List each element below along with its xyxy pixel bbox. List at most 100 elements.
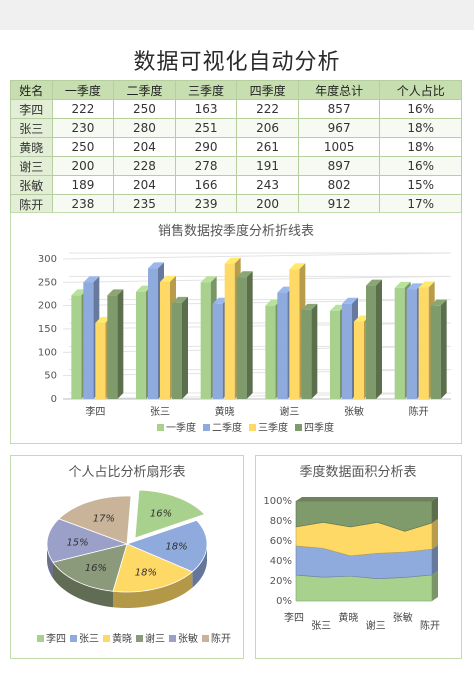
area-band bbox=[295, 574, 433, 602]
table-row: 陈开 238 235 239 200 912 17% bbox=[10, 194, 462, 214]
pie-slice bbox=[58, 495, 132, 545]
pie-slice-side bbox=[53, 562, 114, 608]
pie-slice-side bbox=[47, 544, 54, 579]
legend-swatch bbox=[203, 424, 210, 431]
table-row: 张敏 189 204 166 243 802 15% bbox=[10, 175, 462, 195]
bar-top bbox=[200, 276, 217, 283]
legend-label: 谢三 bbox=[145, 632, 165, 645]
x-tick-label: 张敏 bbox=[393, 611, 413, 624]
bar bbox=[107, 295, 118, 399]
bar bbox=[172, 302, 182, 399]
bar-top bbox=[289, 263, 306, 270]
y-tick-label: 40% bbox=[270, 556, 292, 567]
bar bbox=[366, 285, 376, 399]
bar bbox=[265, 305, 276, 399]
table-row: 李四 222 250 163 222 857 16% bbox=[10, 99, 462, 119]
x-tick-label: 张三 bbox=[150, 406, 170, 418]
bar bbox=[418, 287, 429, 399]
legend-label: 李四 bbox=[46, 632, 66, 645]
table-cell: 222 bbox=[236, 99, 299, 119]
pie-chart-panel: 个人占比分析扇形表 16% 18% 18% 16% 15% 17% 李四 张三 黄晓 谢三 张敏 陈开 bbox=[10, 455, 244, 659]
table-cell: 206 bbox=[236, 118, 299, 138]
header-cell: 姓名 bbox=[10, 80, 53, 100]
area-chart-panel: 季度数据面积分析表 0% 20% 40% 60% 80% 100% 李四 张三 黄晓 谢三 张敏 陈开 bbox=[255, 455, 462, 659]
legend-label: 陈开 bbox=[211, 632, 231, 645]
table-cell: 204 bbox=[113, 137, 176, 157]
name-cell: 张敏 bbox=[10, 175, 53, 195]
y-tick-label: 300 bbox=[38, 254, 57, 265]
table-cell: 230 bbox=[51, 118, 115, 138]
header-cell: 年度总计 bbox=[297, 80, 381, 100]
bar bbox=[236, 277, 247, 399]
bar bbox=[160, 281, 170, 399]
bar bbox=[277, 292, 288, 399]
x-tick-label: 李四 bbox=[284, 611, 304, 624]
bar-side bbox=[182, 296, 188, 399]
table-cell: 200 bbox=[236, 194, 299, 214]
bar bbox=[301, 309, 312, 399]
data-table: 姓名 一季度 二季度 三季度 四季度 年度总计 个人占比 李四 222 250 … bbox=[10, 80, 462, 214]
gridline-diagonal bbox=[62, 345, 452, 353]
legend-swatch bbox=[70, 635, 77, 642]
table-cell: 238 bbox=[51, 194, 115, 214]
table-cell: 189 bbox=[51, 175, 115, 195]
table-cell: 16% bbox=[379, 156, 462, 176]
table-row: 黄晓 250 204 290 261 1005 18% bbox=[10, 137, 462, 157]
table-cell: 17% bbox=[379, 194, 462, 214]
name-cell: 谢三 bbox=[10, 156, 53, 176]
table-cell: 15% bbox=[379, 175, 462, 195]
bar bbox=[354, 321, 364, 399]
bar bbox=[342, 303, 352, 399]
bar bbox=[136, 291, 146, 399]
bar bbox=[394, 287, 405, 399]
table-cell: 278 bbox=[174, 156, 238, 176]
bar-side bbox=[311, 303, 318, 399]
table-cell: 912 bbox=[297, 194, 381, 214]
pie-chart-title: 个人占比分析扇形表 bbox=[68, 464, 185, 480]
x-tick-label: 张三 bbox=[311, 620, 331, 632]
bar-chart-title: 销售数据按季度分析折线表 bbox=[158, 223, 314, 239]
y-tick-label: 0% bbox=[276, 596, 292, 607]
area-top-edge bbox=[296, 497, 438, 501]
bar bbox=[148, 268, 158, 399]
y-tick-label: 60% bbox=[270, 536, 292, 547]
name-cell: 李四 bbox=[10, 99, 53, 119]
x-tick-label: 谢三 bbox=[279, 405, 299, 418]
legend-swatch bbox=[136, 635, 143, 642]
legend-label: 张三 bbox=[79, 633, 99, 645]
table-row: 谢三 200 228 278 191 897 16% bbox=[10, 156, 462, 176]
bar bbox=[83, 282, 94, 399]
table-cell: 235 bbox=[113, 194, 176, 214]
gridline-diagonal bbox=[62, 369, 452, 377]
y-tick-label: 0 bbox=[51, 394, 57, 405]
y-tick-label: 250 bbox=[38, 277, 57, 288]
x-tick-label: 陈开 bbox=[409, 405, 429, 418]
bar-top bbox=[172, 296, 188, 303]
table-cell: 228 bbox=[113, 156, 176, 176]
gridline-diagonal bbox=[62, 322, 452, 330]
area-band-side bbox=[432, 497, 438, 523]
bar bbox=[289, 269, 300, 399]
legend-label: 二季度 bbox=[212, 421, 242, 434]
y-tick-label: 50 bbox=[44, 371, 57, 382]
bar bbox=[330, 310, 340, 399]
pie-data-label: 16% bbox=[150, 509, 172, 520]
pie-data-label: 16% bbox=[85, 563, 107, 574]
gridline-diagonal bbox=[62, 392, 452, 400]
legend-label: 黄晓 bbox=[112, 632, 132, 645]
table-cell: 239 bbox=[174, 194, 238, 214]
bar-side bbox=[246, 271, 253, 399]
y-tick-label: 80% bbox=[270, 516, 292, 527]
bar-top bbox=[418, 281, 435, 288]
bar-top bbox=[236, 271, 253, 278]
bar-top bbox=[107, 289, 124, 296]
pie-data-label: 18% bbox=[165, 541, 187, 552]
bar-side bbox=[376, 279, 382, 399]
legend-swatch bbox=[37, 635, 44, 642]
table-cell: 250 bbox=[113, 99, 176, 119]
legend-swatch bbox=[157, 424, 164, 431]
x-tick-label: 陈开 bbox=[420, 619, 440, 632]
bar-chart: 销售数据按季度分析折线表 0 50 100 150 200 250 300 李四 张三 黄晓 谢三 张… bbox=[38, 223, 452, 434]
y-tick-label: 100% bbox=[263, 496, 292, 507]
name-cell: 黄晓 bbox=[10, 137, 53, 157]
